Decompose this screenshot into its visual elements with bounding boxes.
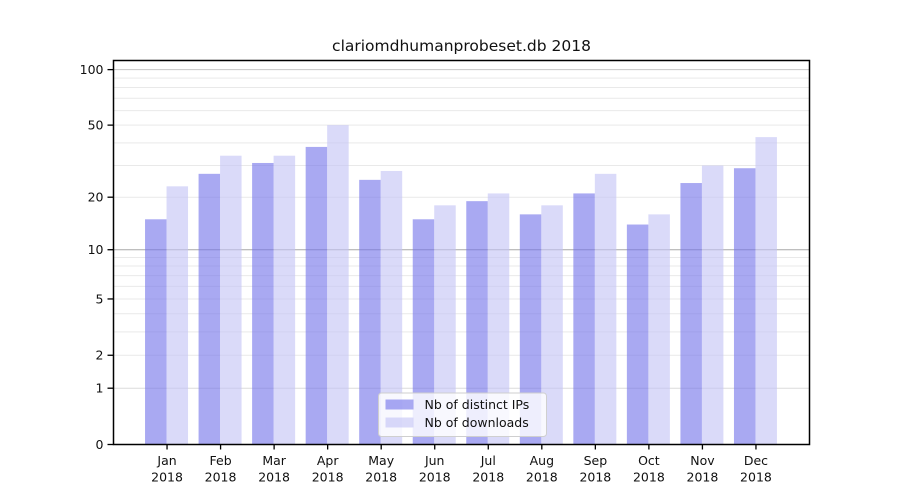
bar-downloads-jul <box>487 193 510 445</box>
x-tick-label-jan: Jan 2018 <box>151 453 183 485</box>
x-tick-label-sep: Sep 2018 <box>579 453 611 485</box>
bar-downloads-may <box>380 170 403 445</box>
chart-title: clariomdhumanprobeset.db 2018 <box>332 37 591 55</box>
bar-distinct-ips-jul <box>466 201 488 445</box>
x-tick-label-nov: Nov 2018 <box>687 453 719 485</box>
legend-swatch-downloads <box>385 417 414 428</box>
y-tick-label-20: 20 <box>88 189 104 204</box>
bar-downloads-jan <box>166 186 189 445</box>
y-tick-label-0: 0 <box>96 437 104 452</box>
bar-downloads-mar <box>273 155 296 445</box>
y-tick-label-2: 2 <box>96 348 104 363</box>
bar-distinct-ips-may <box>359 179 381 445</box>
bar-downloads-sep <box>594 173 617 445</box>
bar-distinct-ips-nov <box>680 183 702 445</box>
legend: Nb of distinct IPs Nb of downloads <box>378 392 547 437</box>
x-tick-label-apr: Apr 2018 <box>312 453 344 485</box>
y-tick-label-10: 10 <box>88 242 104 257</box>
bar-distinct-ips-aug <box>519 214 542 445</box>
bar-distinct-ips-feb <box>198 173 221 445</box>
bar-downloads-feb <box>220 155 242 445</box>
bar-distinct-ips-oct <box>626 224 649 445</box>
x-tick-label-feb: Feb 2018 <box>205 453 237 485</box>
x-tick-label-dec: Dec 2018 <box>740 453 772 485</box>
y-tick-label-1: 1 <box>96 380 104 395</box>
y-tick-label-5: 5 <box>96 291 104 306</box>
bar-downloads-jun <box>434 205 456 445</box>
x-tick-label-oct: Oct 2018 <box>633 453 665 485</box>
y-tick-label-100: 100 <box>80 62 104 77</box>
legend-label-distinct-ips: Nb of distinct IPs <box>425 397 530 412</box>
bar-downloads-aug <box>541 205 563 445</box>
bar-distinct-ips-sep <box>573 193 595 445</box>
bar-distinct-ips-dec <box>733 168 756 445</box>
plot-border <box>112 59 811 446</box>
x-tick-label-aug: Aug 2018 <box>526 453 558 485</box>
legend-label-downloads: Nb of downloads <box>425 415 529 430</box>
bar-downloads-apr <box>327 125 349 445</box>
legend-box <box>378 392 547 437</box>
bar-downloads-nov <box>701 165 724 445</box>
x-tick-label-jul: Jul 2018 <box>472 453 504 485</box>
bars <box>145 125 777 445</box>
bar-distinct-ips-apr <box>305 146 328 445</box>
x-tick-label-jun: Jun 2018 <box>419 453 451 485</box>
bar-distinct-ips-jun <box>412 219 435 445</box>
bar-downloads-dec <box>755 137 777 445</box>
bar-downloads-oct <box>648 214 670 445</box>
x-tick-label-mar: Mar 2018 <box>258 453 290 485</box>
bar-distinct-ips-jan <box>145 219 167 445</box>
x-tick-label-may: May 2018 <box>365 453 397 485</box>
y-tick-label-50: 50 <box>88 117 104 132</box>
bar-distinct-ips-mar <box>252 162 274 445</box>
legend-swatch-distinct-ips <box>385 399 414 410</box>
